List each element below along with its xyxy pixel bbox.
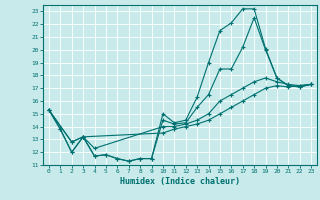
X-axis label: Humidex (Indice chaleur): Humidex (Indice chaleur) (120, 177, 240, 186)
